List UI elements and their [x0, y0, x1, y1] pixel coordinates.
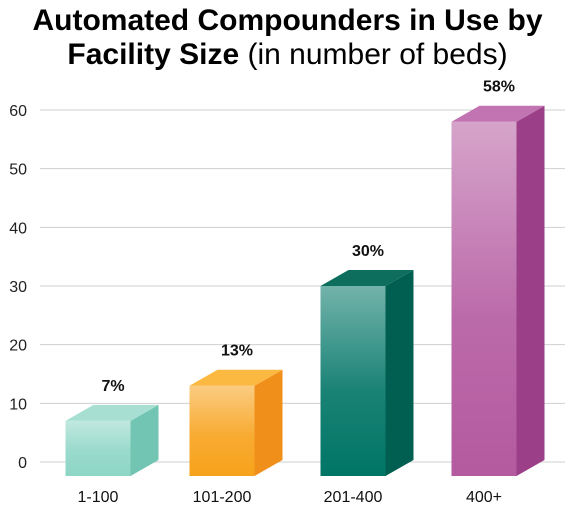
y-tick-label: 60: [9, 103, 27, 120]
y-tick-label: 40: [9, 220, 27, 237]
title-bold-part: Facility Size: [67, 38, 240, 71]
bar-top: [189, 369, 283, 386]
bar-highlight: [65, 420, 131, 476]
bar-highlight: [189, 385, 255, 476]
title-line-1: Automated Compounders in Use by: [32, 4, 543, 37]
bar-side: [516, 105, 545, 476]
x-tick-label: 1-100: [78, 489, 119, 506]
y-tick-label: 20: [9, 338, 27, 355]
data-label: 58%: [483, 79, 515, 96]
bar-highlight: [320, 286, 386, 476]
y-axis-tick-labels: 0 10 20 30 40 50 60: [9, 103, 27, 472]
bar-top: [451, 105, 545, 122]
data-label: 30%: [352, 243, 384, 260]
bar-top: [65, 404, 159, 421]
bar-side: [130, 404, 159, 476]
data-labels: 7% 13% 30% 58%: [101, 79, 515, 395]
bar-side: [254, 369, 283, 476]
data-label: 13%: [221, 343, 253, 360]
bar-101-200: [189, 369, 283, 476]
y-tick-label: 50: [9, 162, 27, 179]
bar-highlight: [451, 121, 517, 476]
bar-side: [385, 270, 414, 476]
y-tick-label: 30: [9, 279, 27, 296]
bar-400+: [451, 105, 545, 476]
x-tick-label: 101-200: [193, 489, 252, 506]
y-tick-label: 10: [9, 396, 27, 413]
x-tick-label: 400+: [466, 489, 502, 506]
bar-1-100: [65, 404, 159, 476]
y-tick-label: 0: [18, 455, 27, 472]
chart-title: Automated Compounders in Use by Facility…: [0, 4, 575, 72]
bar-201-400: [320, 270, 414, 476]
title-subtitle-part: (in number of beds): [239, 38, 508, 71]
x-tick-label: 201-400: [324, 489, 383, 506]
bar-top: [320, 270, 414, 286]
x-axis-tick-labels: 1-100 101-200 201-400 400+: [78, 489, 502, 506]
bars: [65, 105, 545, 476]
title-line-2: Facility Size (in number of beds): [0, 38, 575, 72]
data-label: 7%: [101, 378, 124, 395]
